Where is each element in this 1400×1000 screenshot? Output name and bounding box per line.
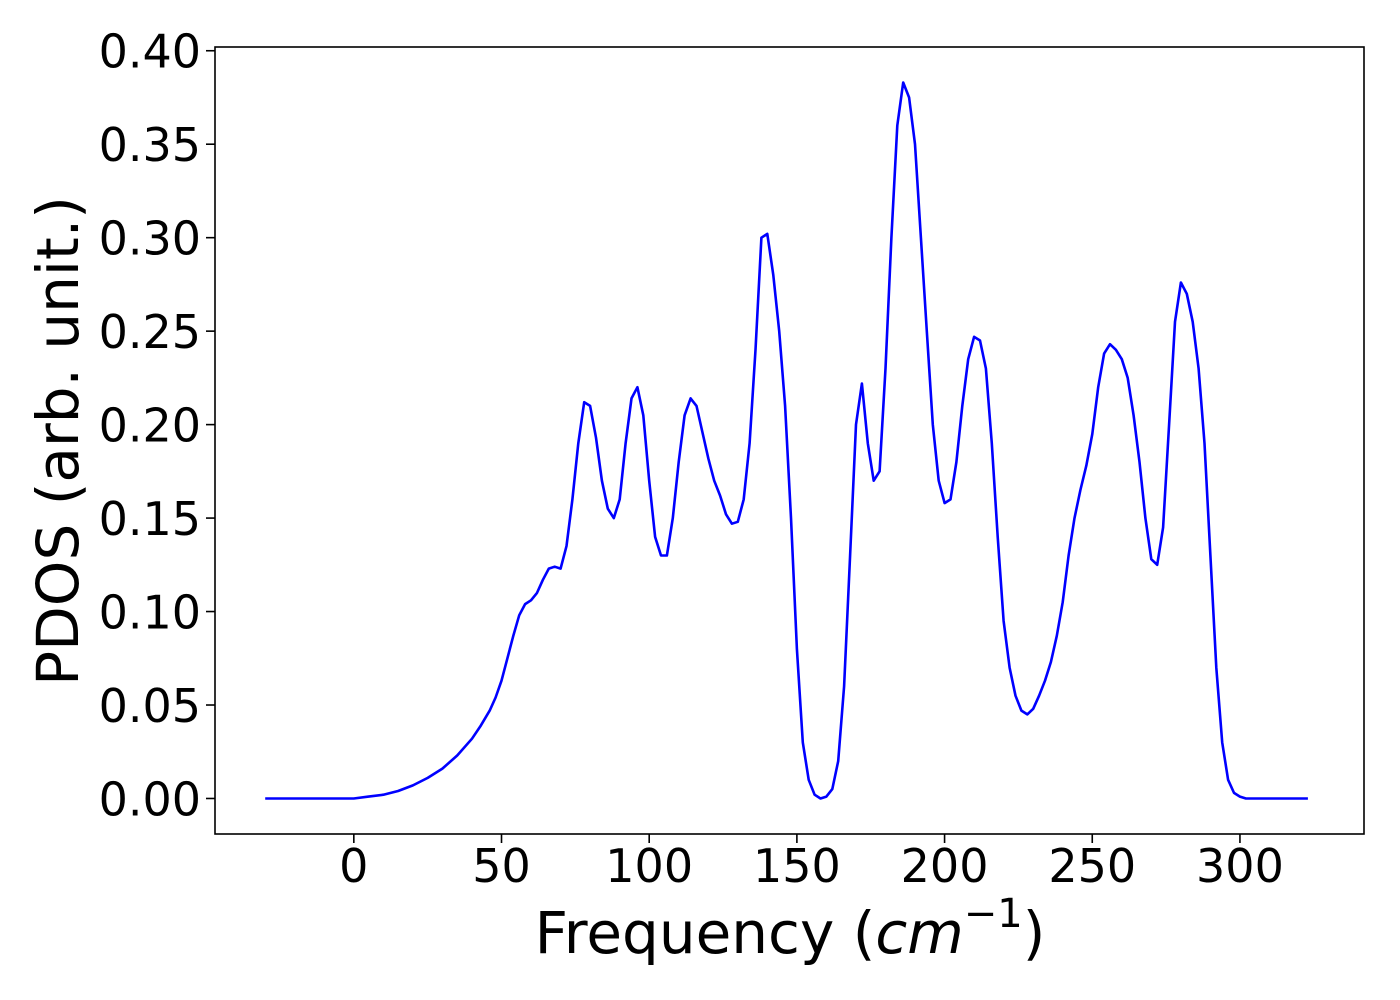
pdos-series-line	[265, 81, 1308, 800]
y-tick-label: 0.20	[99, 399, 201, 453]
x-tick-label: 200	[901, 839, 989, 893]
x-tick-label: 50	[472, 839, 531, 893]
x-tick-label: 100	[605, 839, 693, 893]
y-tick-label: 0.30	[99, 212, 201, 266]
y-tick-label: 0.00	[99, 772, 201, 826]
x-tick-label: 300	[1196, 839, 1284, 893]
y-tick-label: 0.10	[99, 586, 201, 640]
y-tick-label: 0.05	[99, 679, 201, 733]
y-tick-label: 0.40	[99, 25, 201, 79]
y-tick-label: 0.35	[99, 118, 201, 172]
x-tick-label: 0	[339, 839, 368, 893]
x-axis-title-close: )	[1023, 899, 1046, 967]
x-tick-label: 250	[1048, 839, 1136, 893]
y-axis-title: PDOS (arb. unit.)	[24, 196, 92, 686]
x-axis-title-unit: cm	[875, 899, 963, 967]
x-tick-label: 150	[753, 839, 841, 893]
x-axis-title: Frequency (cm−1)	[535, 891, 1046, 967]
y-axis: 0.00 0.05 0.10 0.15 0.20 0.25 0.30 0.35 0.40	[99, 25, 215, 826]
y-tick-label: 0.15	[99, 492, 201, 546]
x-axis-title-exponent: −1	[964, 891, 1023, 937]
x-axis-title-text: Frequency (	[535, 899, 876, 967]
plot-area	[265, 81, 1308, 800]
y-tick-label: 0.25	[99, 305, 201, 359]
x-axis: 0 50 100 150 200 250 300	[339, 834, 1284, 893]
axes-frame	[214, 46, 1365, 835]
